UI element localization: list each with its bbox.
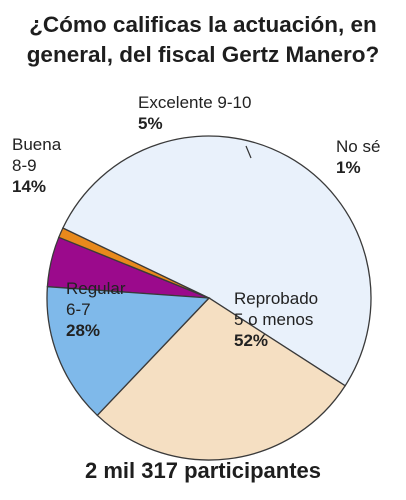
pie-slices [46,135,372,461]
label-regular: Regular 6-7 28% [66,278,126,341]
label-regular-pct: 28% [66,321,101,340]
chart-title-line-1: ¿Cómo calificas la actuación, en [29,12,377,37]
label-reprobado-range: 5 o menos [234,310,314,329]
label-buena-text: Buena [12,135,62,154]
label-no-se-pct: 1% [336,158,361,177]
chart-title-line-2: general, del fiscal Gertz Manero? [26,42,380,67]
label-buena-range: 8-9 [12,156,37,175]
label-excelente-pct: 5% [138,114,163,133]
pie-slice-regular-6-7 [96,297,347,461]
label-regular-range: 6-7 [66,300,91,319]
label-reprobado: Reprobado 5 o menos 52% [234,288,318,351]
participants-footer: 2 mil 317 participantes [85,458,321,483]
label-regular-text: Regular [66,279,126,298]
label-reprobado-pct: 52% [234,331,269,350]
label-buena-pct: 14% [12,177,47,196]
chart-title: ¿Cómo calificas la actuación, en general… [0,10,406,70]
pie-slice-reprobado-5-o-menos [62,135,372,387]
label-no-se-text: No sé [336,137,381,156]
label-excelente: Excelente 9-10 5% [138,92,251,134]
label-reprobado-text: Reprobado [234,289,319,308]
leader-line-no-se [245,145,252,159]
label-buena: Buena 8-9 14% [12,134,61,197]
label-no-se: No sé 1% [336,136,380,178]
pie-slice-buena-8-9 [46,286,211,417]
label-excelente-text: Excelente 9-10 [138,93,252,112]
